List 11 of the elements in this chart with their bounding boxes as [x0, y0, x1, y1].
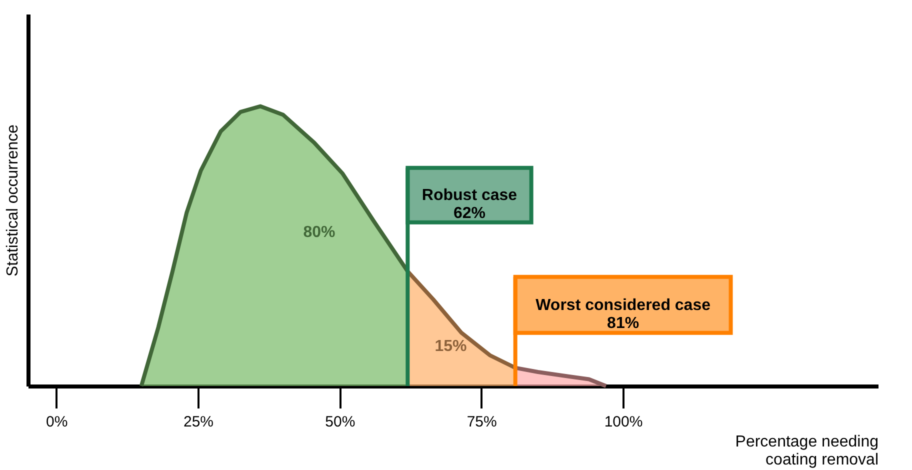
y-axis-title: Statistical occurrence [4, 124, 22, 277]
x-tick-label: 25% [183, 414, 214, 430]
annotation: 15% [434, 338, 467, 355]
x-tick-label: 50% [325, 414, 356, 430]
x-tick-label: 75% [466, 414, 497, 430]
annotation: 80% [303, 224, 336, 242]
ref-line-label: Robust case 62% [422, 187, 518, 222]
ref-line-label: Worst considered case 81% [536, 296, 711, 332]
x-axis-title: Percentage needing coating removal [735, 434, 878, 468]
x-tick-label: 100% [604, 414, 643, 430]
x-tick-label: 0% [46, 414, 68, 430]
